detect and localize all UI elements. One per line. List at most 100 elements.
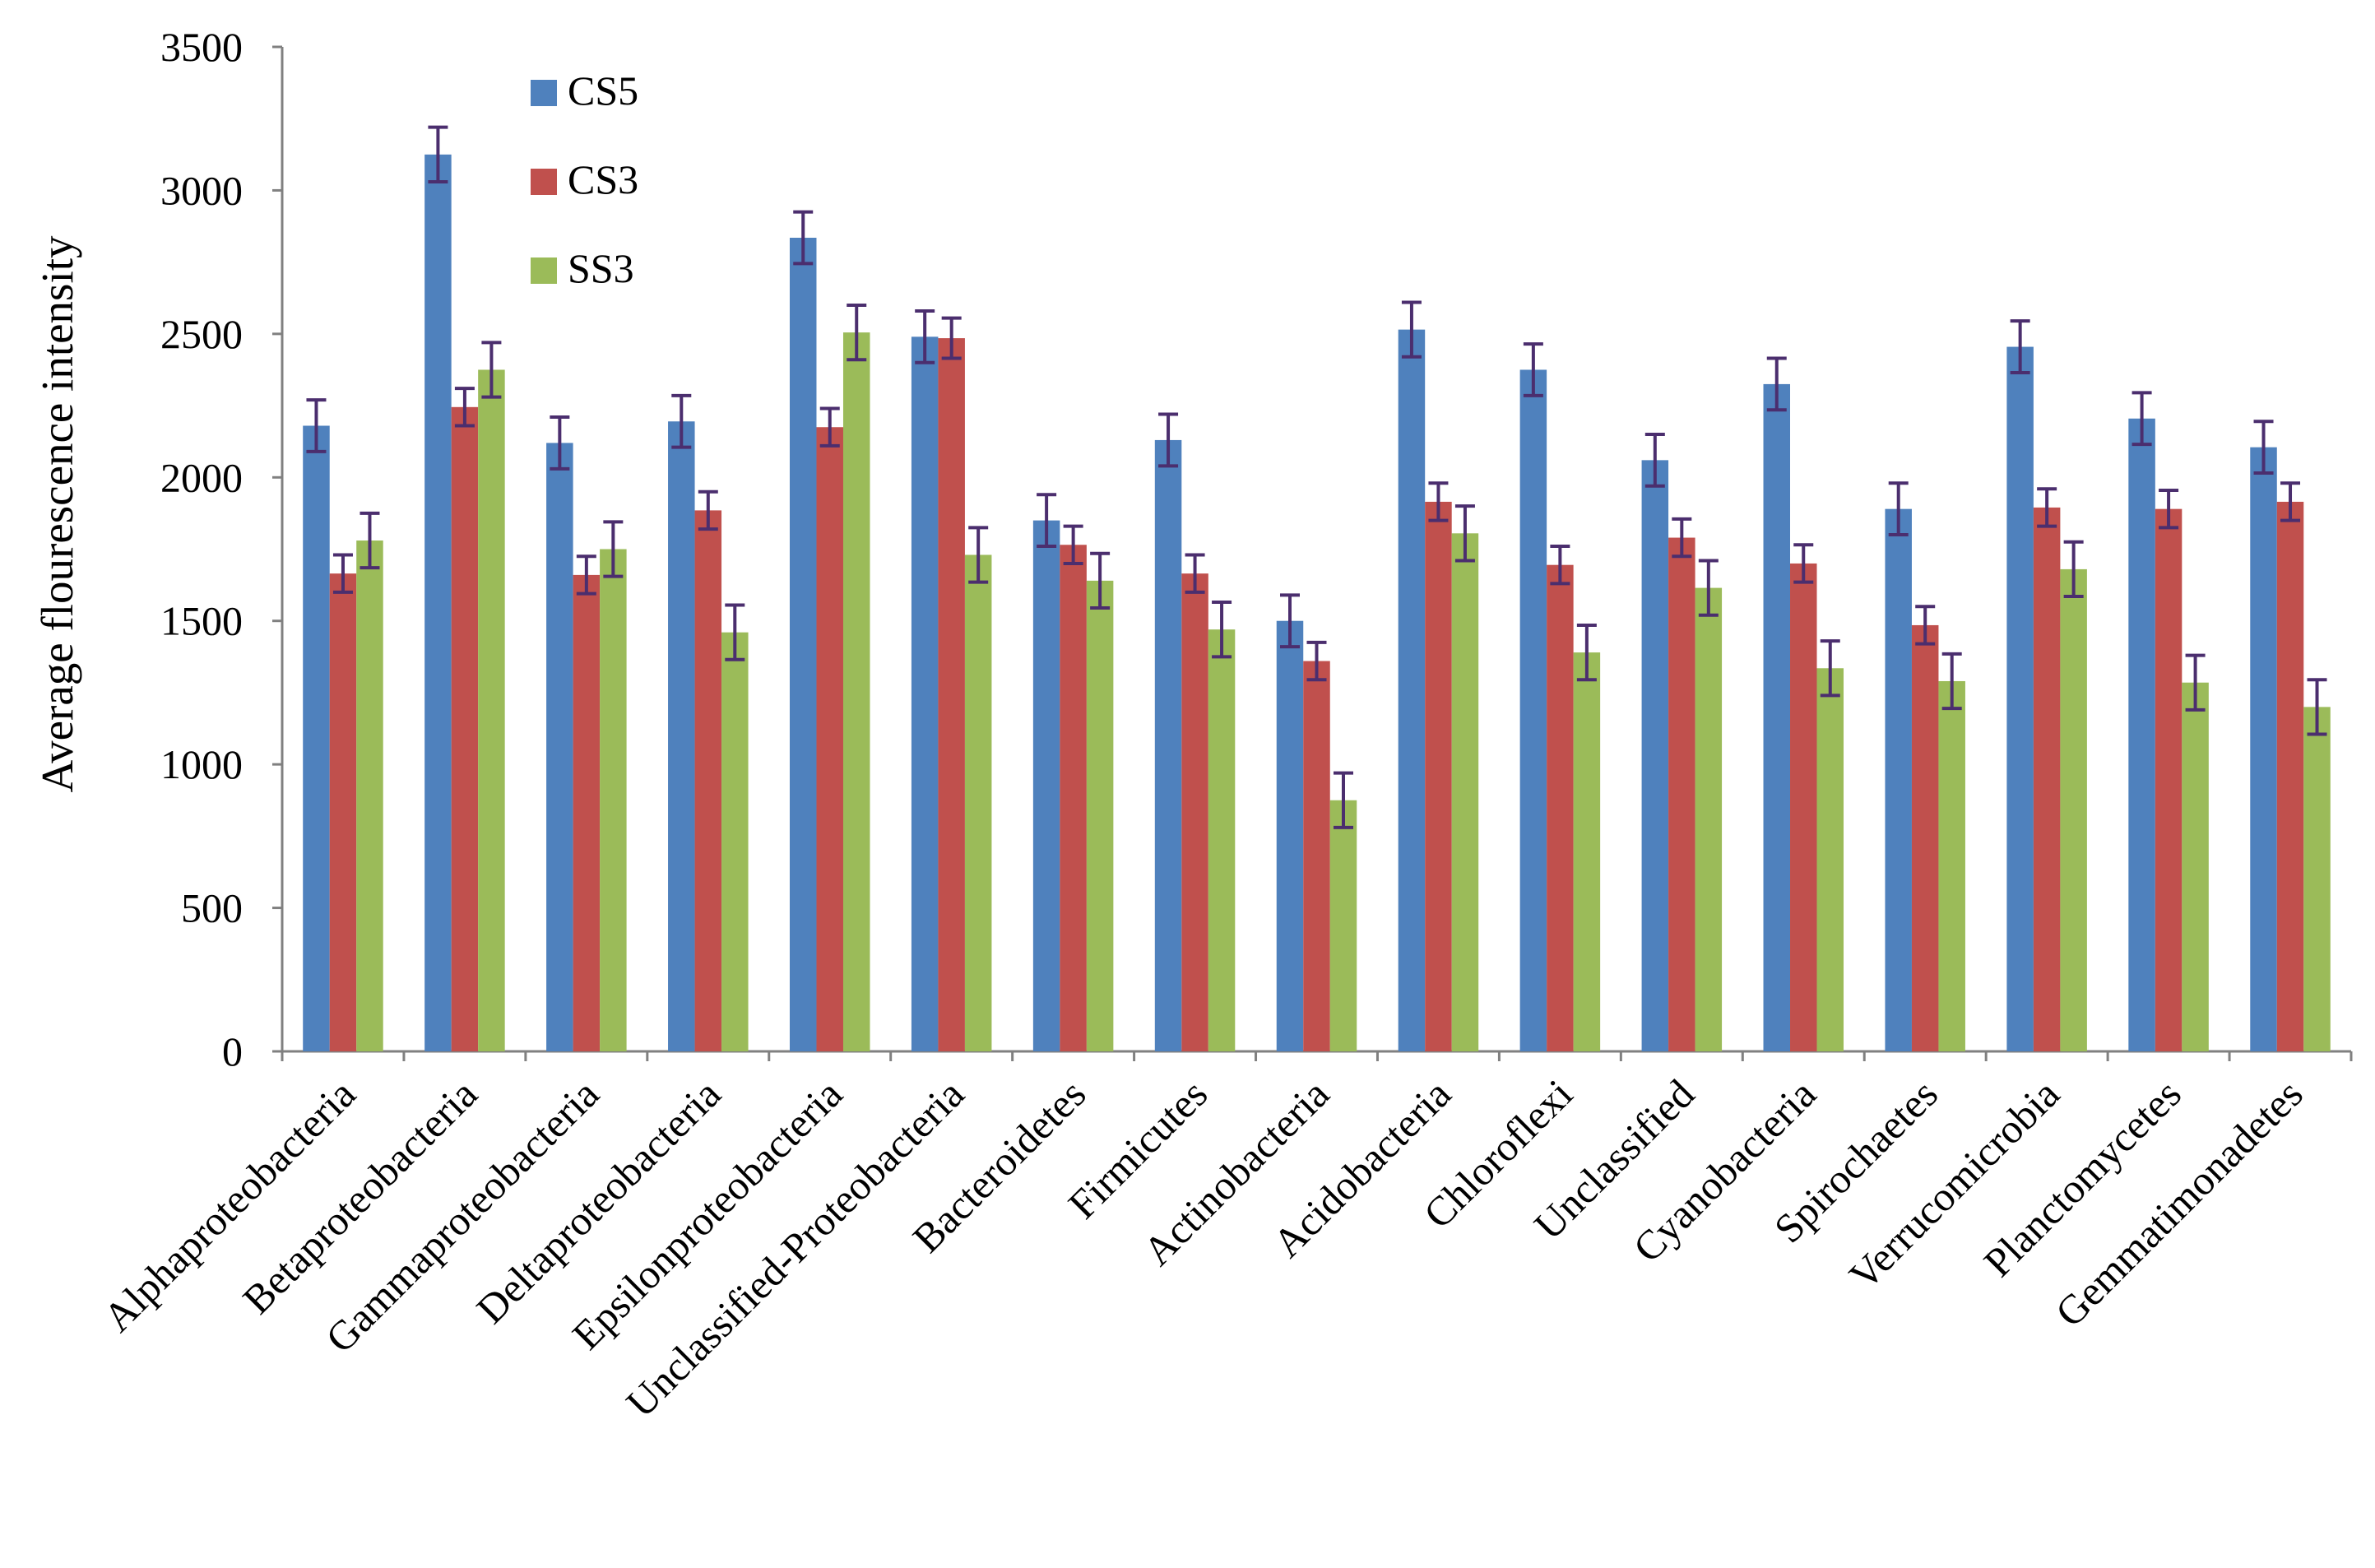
legend-label-cs3: CS3 xyxy=(568,156,638,202)
y-tick-label: 500 xyxy=(181,885,243,931)
bar-cs5-6 xyxy=(1032,520,1060,1051)
error-bar-cs5-14 xyxy=(2010,319,2030,374)
error-bar-cs5-15 xyxy=(2131,391,2152,447)
bar-cs3-6 xyxy=(1060,545,1087,1051)
error-bar-cs3-5 xyxy=(941,316,962,360)
error-bar-ss3-4 xyxy=(847,303,867,362)
error-bar-ss3-2 xyxy=(603,520,624,578)
category-labels: AlphaproteobacteriaBetaproteobacteriaGam… xyxy=(95,1070,2312,1426)
bar-ss3-6 xyxy=(1086,580,1114,1051)
bar-ss3-9 xyxy=(1451,533,1479,1051)
error-bar-cs5-16 xyxy=(2253,420,2274,476)
bar-ss3-16 xyxy=(2303,707,2331,1051)
y-axis-title: Average flourescence intensity xyxy=(32,235,82,792)
bar-ss3-14 xyxy=(2060,568,2087,1051)
error-bar-ss3-12 xyxy=(1820,639,1840,698)
bar-cs3-14 xyxy=(2033,507,2061,1051)
bar-cs5-0 xyxy=(303,425,330,1051)
error-bar-cs5-6 xyxy=(1037,493,1057,549)
error-bar-cs3-6 xyxy=(1063,524,1083,565)
bar-ss3-4 xyxy=(842,332,870,1051)
error-bar-cs3-8 xyxy=(1306,640,1327,682)
bars xyxy=(303,125,2331,1052)
error-bar-cs3-7 xyxy=(1185,553,1205,594)
error-bar-ss3-11 xyxy=(1698,559,1719,617)
error-bar-cs5-4 xyxy=(793,210,814,266)
bar-ss3-12 xyxy=(1816,668,1844,1051)
error-bar-cs3-12 xyxy=(1793,543,1814,584)
bar-cs3-9 xyxy=(1425,501,1452,1051)
y-tick-label: 2000 xyxy=(160,454,243,500)
bar-cs3-1 xyxy=(451,406,479,1052)
bar-cs5-11 xyxy=(1641,460,1669,1051)
bar-ss3-3 xyxy=(721,632,749,1051)
error-bar-cs3-9 xyxy=(1428,481,1449,522)
bar-cs5-13 xyxy=(1885,508,1912,1051)
error-bar-cs3-11 xyxy=(1672,517,1692,559)
bar-cs5-7 xyxy=(1154,439,1182,1051)
bar-ss3-10 xyxy=(1573,652,1601,1051)
bar-cs5-16 xyxy=(2250,447,2277,1051)
bar-cs5-5 xyxy=(911,336,939,1051)
bar-ss3-8 xyxy=(1329,800,1357,1051)
bar-cs5-3 xyxy=(668,421,695,1051)
error-bar-cs5-0 xyxy=(306,398,327,453)
bar-cs5-10 xyxy=(1519,369,1547,1051)
error-bar-ss3-9 xyxy=(1454,504,1475,563)
bar-cs3-5 xyxy=(938,338,965,1052)
legend-swatch-cs5 xyxy=(531,80,557,106)
bar-cs3-3 xyxy=(694,510,722,1051)
bar-cs3-8 xyxy=(1303,661,1330,1051)
bar-cs3-2 xyxy=(573,574,601,1051)
bar-cs3-16 xyxy=(2276,501,2304,1051)
bar-ss3-7 xyxy=(1208,629,1236,1051)
y-tick-label: 0 xyxy=(222,1028,243,1074)
bar-ss3-11 xyxy=(1695,587,1723,1051)
error-bar-cs5-11 xyxy=(1644,432,1665,488)
y-tick-label: 3000 xyxy=(160,167,243,213)
error-bar-cs3-10 xyxy=(1550,545,1570,586)
bar-cs3-13 xyxy=(1911,624,1939,1051)
bar-cs3-15 xyxy=(2155,508,2182,1051)
error-bar-cs5-10 xyxy=(1523,342,1543,397)
bar-cs5-4 xyxy=(789,237,817,1051)
bar-cs5-1 xyxy=(424,154,452,1052)
error-bar-cs3-2 xyxy=(576,554,596,596)
bar-cs3-12 xyxy=(1790,563,1817,1051)
error-bar-ss3-5 xyxy=(968,526,989,584)
error-bar-cs3-14 xyxy=(2037,487,2057,528)
bar-cs3-4 xyxy=(816,427,843,1051)
bar-cs3-10 xyxy=(1547,564,1574,1051)
bar-cs5-9 xyxy=(1398,329,1426,1052)
error-bar-ss3-1 xyxy=(481,341,502,399)
error-bar-cs3-3 xyxy=(698,489,718,531)
bar-cs5-8 xyxy=(1276,620,1304,1051)
error-bar-cs3-16 xyxy=(2280,481,2301,522)
y-tick-label: 3500 xyxy=(160,24,243,70)
error-bar-cs5-12 xyxy=(1766,356,1787,412)
y-tick-label: 2500 xyxy=(160,311,243,357)
legend: CS5 CS3 SS3 xyxy=(531,67,638,291)
legend-swatch-ss3 xyxy=(531,257,557,284)
error-bar-cs3-0 xyxy=(332,553,353,594)
error-bar-ss3-14 xyxy=(2063,540,2084,599)
bar-ss3-2 xyxy=(600,549,627,1051)
error-bar-ss3-7 xyxy=(1212,601,1232,659)
bar-cs3-11 xyxy=(1668,537,1695,1051)
error-bar-cs5-8 xyxy=(1280,593,1300,649)
y-tick-label: 1500 xyxy=(160,598,243,644)
error-bar-cs5-7 xyxy=(1158,412,1179,468)
error-bar-cs3-1 xyxy=(454,387,475,428)
bar-cs3-7 xyxy=(1181,573,1208,1051)
axes: 0 500 1000 1500 2000 2500 3000 3500 xyxy=(160,24,2353,1074)
error-bar-ss3-3 xyxy=(725,603,745,661)
bar-cs5-14 xyxy=(2006,346,2034,1051)
error-bar-ss3-8 xyxy=(1334,771,1353,829)
bar-ss3-0 xyxy=(356,540,383,1051)
error-bar-cs5-9 xyxy=(1401,300,1422,359)
error-bar-ss3-13 xyxy=(1941,652,1962,711)
error-bar-ss3-16 xyxy=(2307,678,2327,736)
legend-label-cs5: CS5 xyxy=(568,67,638,114)
legend-swatch-cs3 xyxy=(531,169,557,195)
bar-ss3-1 xyxy=(478,369,505,1051)
